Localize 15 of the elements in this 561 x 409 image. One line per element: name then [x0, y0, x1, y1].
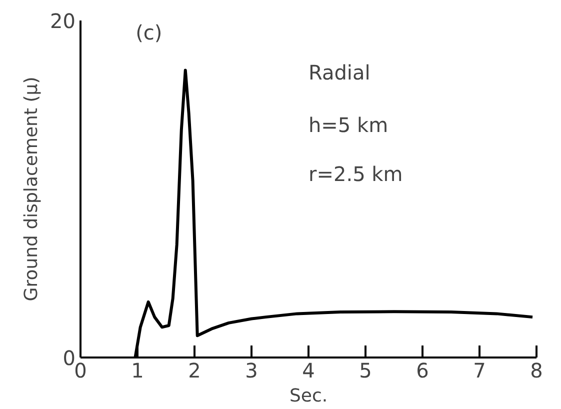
- annotation: r=2.5 km: [308, 162, 403, 186]
- x-tick-label: 7: [473, 358, 486, 382]
- chart-title: (c): [136, 20, 162, 44]
- x-tick-label: 1: [131, 358, 144, 382]
- x-tick-label: 8: [530, 358, 543, 382]
- y-tick-label: 20: [50, 9, 76, 33]
- annotation: Radial: [308, 60, 370, 85]
- annotation: h=5 km: [308, 112, 388, 137]
- x-tick-label: 2: [188, 358, 201, 382]
- x-tick-label: 5: [359, 358, 372, 382]
- x-tick-label: 4: [302, 358, 315, 382]
- x-tick-label: 6: [416, 358, 429, 382]
- x-axis-title: Sec.: [289, 386, 328, 406]
- y-axis-title: Ground displacement (μ): [21, 76, 42, 302]
- x-tick-label: 3: [245, 358, 258, 382]
